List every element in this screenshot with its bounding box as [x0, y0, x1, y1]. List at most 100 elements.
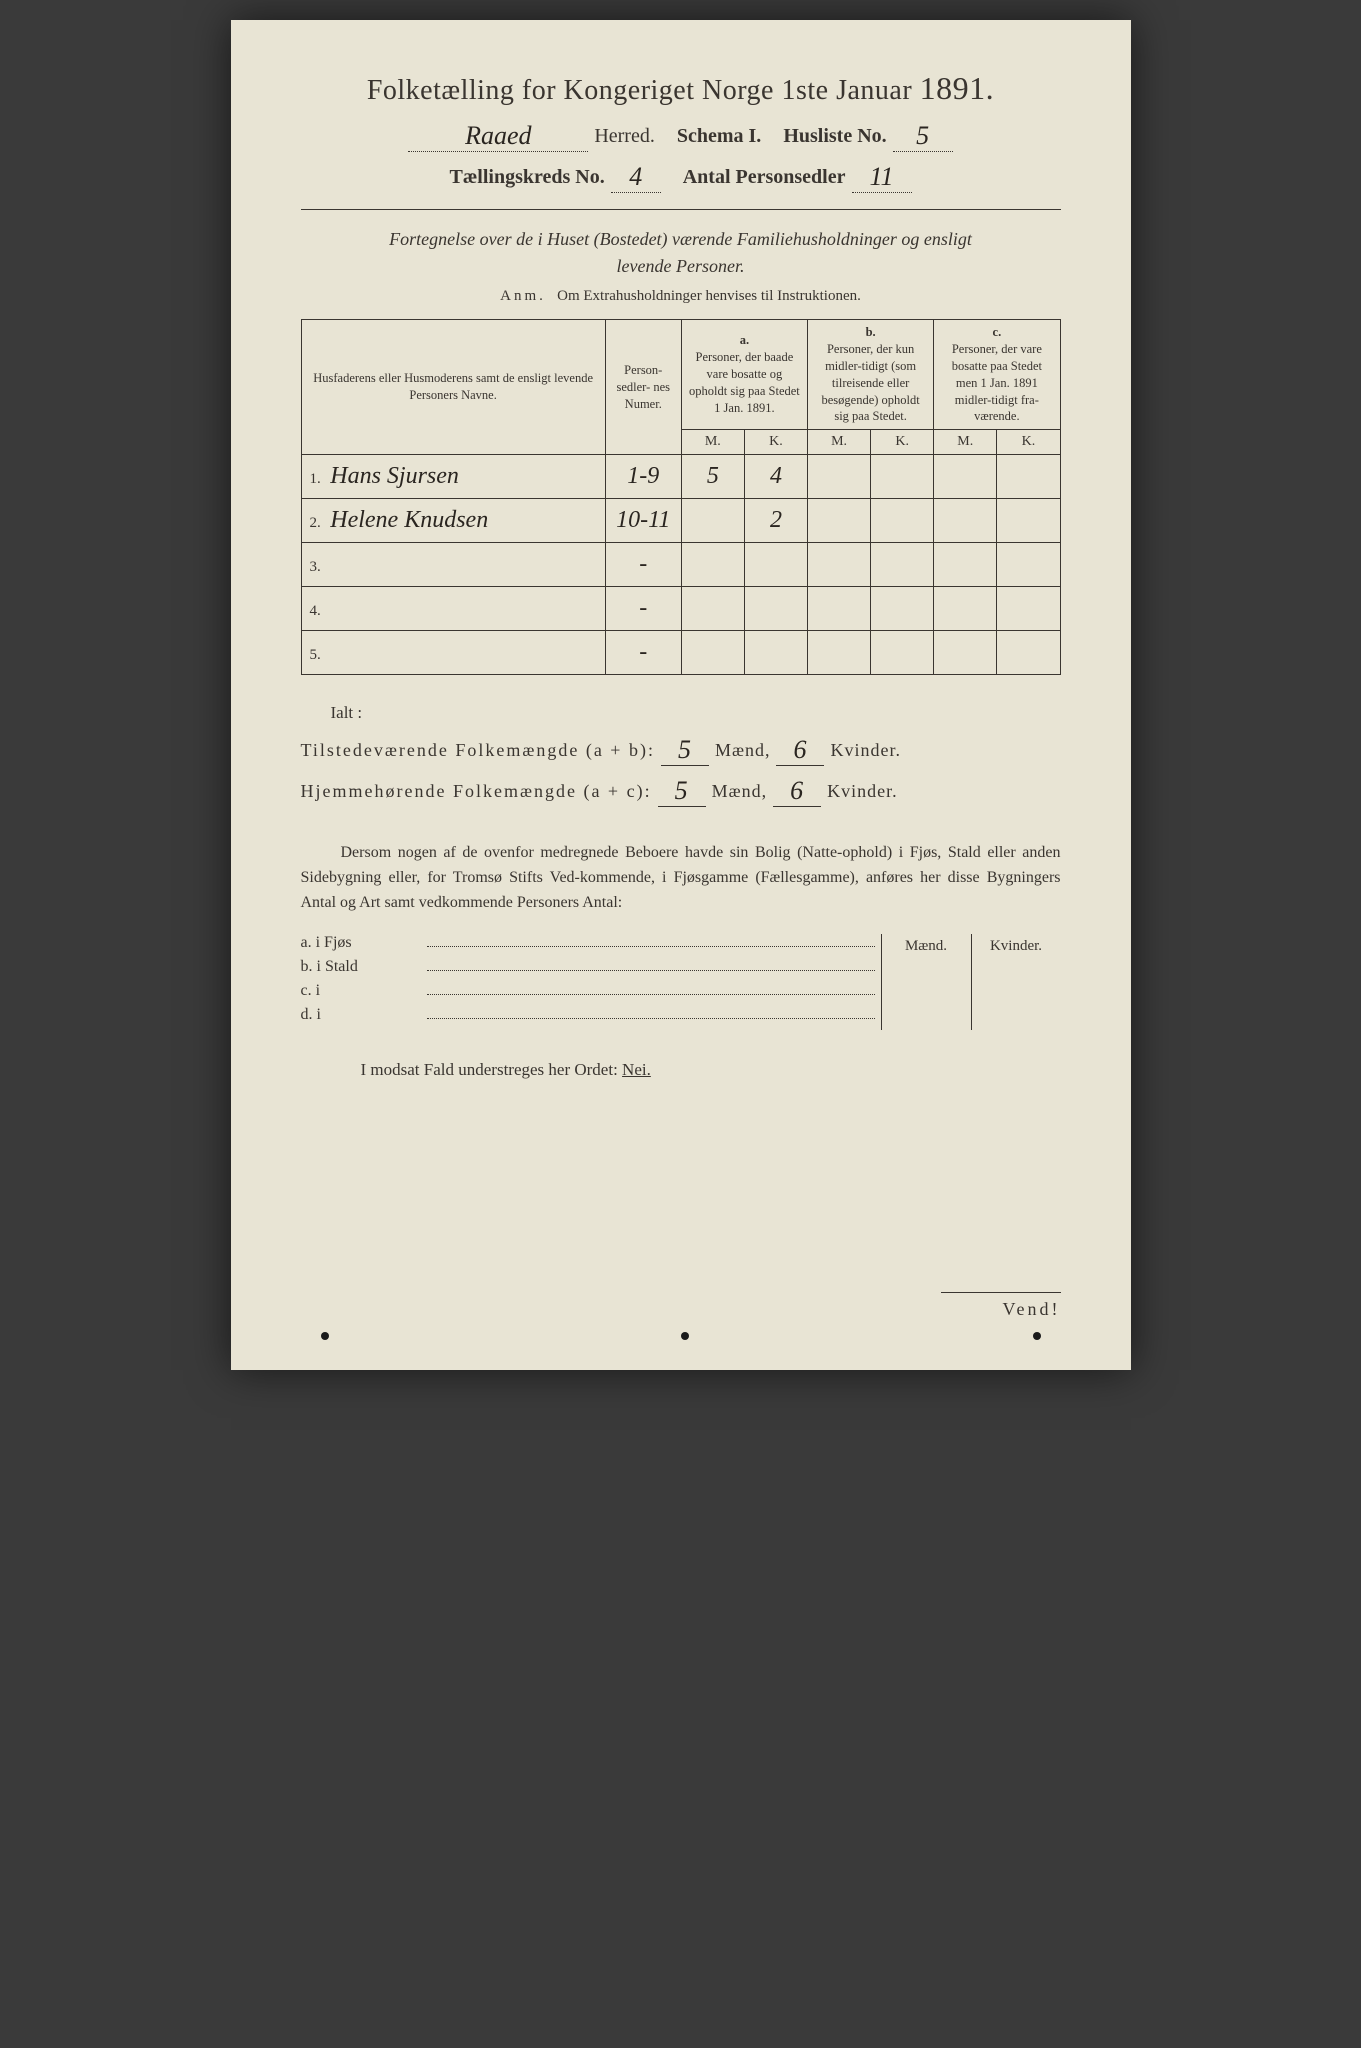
row-index: 2.	[310, 515, 327, 531]
cell-b-k	[871, 587, 934, 631]
cell-b-m	[808, 631, 871, 675]
col-group-c: c. Personer, der vare bosatte paa Stedet…	[934, 320, 1060, 430]
sidebuilding-row: c. i	[301, 982, 881, 1000]
cell-b-k	[871, 499, 934, 543]
nei-line: I modsat Fald understreges her Ordet: Ne…	[301, 1060, 1061, 1080]
present-women: 6	[776, 735, 824, 766]
dotted-line	[427, 983, 875, 995]
present-label: Tilstedeværende Folkemængde (a + b):	[301, 740, 655, 761]
sidebuilding-row: d. i	[301, 1006, 881, 1024]
nei-word: Nei.	[622, 1060, 651, 1079]
pin-icon	[1033, 1332, 1041, 1340]
men-label-1: Mænd,	[715, 740, 771, 761]
cell-c-k	[997, 543, 1060, 587]
row-index: 4.	[310, 603, 327, 619]
col-c-m: M.	[934, 430, 997, 455]
herred-line: Raaed Herred. Schema I. Husliste No. 5	[301, 119, 1061, 150]
sidebuilding-row: b. i Stald	[301, 958, 881, 976]
husliste-value: 5	[893, 121, 953, 152]
person-name: Helene Knudsen	[330, 507, 488, 533]
group-a-text: Personer, der baade vare bosatte og opho…	[688, 349, 801, 417]
group-c-letter: c.	[940, 324, 1053, 341]
person-numbers: 1-9	[605, 455, 681, 499]
col-a-m: M.	[681, 430, 744, 455]
cell-c-k	[997, 587, 1060, 631]
cell-a-m: 5	[681, 455, 744, 499]
col-header-numbers: Person- sedler- nes Numer.	[605, 320, 681, 455]
vend-label: Vend!	[941, 1292, 1061, 1320]
household-table: Husfaderens eller Husmoderens samt de en…	[301, 319, 1061, 675]
group-a-letter: a.	[688, 332, 801, 349]
form-description: Fortegnelse over de i Huset (Bostedet) v…	[301, 226, 1061, 280]
side-col-women: Kvinder.	[971, 934, 1061, 1030]
sidebuilding-counts: Mænd. Kvinder.	[881, 934, 1061, 1030]
resident-men: 5	[658, 776, 706, 807]
cell-c-k	[997, 455, 1060, 499]
table-row: 1. Hans Sjursen1-954	[301, 455, 1060, 499]
cell-a-k: 4	[744, 455, 807, 499]
cell-b-k	[871, 543, 934, 587]
title-prefix: Folketælling for Kongeriget Norge 1ste J…	[367, 75, 912, 106]
col-group-b: b. Personer, der kun midler-tidigt (som …	[808, 320, 934, 430]
anm-text: Om Extrahusholdninger henvises til Instr…	[557, 288, 861, 304]
desc-line2: levende Personer.	[617, 256, 745, 276]
cell-a-k: 2	[744, 499, 807, 543]
col-a-k: K.	[744, 430, 807, 455]
cell-a-m	[681, 499, 744, 543]
table-row: 5. -	[301, 631, 1060, 675]
cell-b-m	[808, 499, 871, 543]
cell-a-m	[681, 543, 744, 587]
row-index: 5.	[310, 647, 327, 663]
nei-prefix: I modsat Fald understreges her Ordet:	[361, 1060, 618, 1079]
cell-a-k	[744, 543, 807, 587]
group-b-letter: b.	[814, 324, 927, 341]
dotted-line	[427, 1007, 875, 1019]
cell-b-m	[808, 587, 871, 631]
row-index: 1.	[310, 471, 327, 487]
herred-value: Raaed	[408, 121, 588, 152]
name-cell: 5.	[301, 631, 605, 675]
resident-women: 6	[773, 776, 821, 807]
col-b-k: K.	[871, 430, 934, 455]
col-c-k: K.	[997, 430, 1060, 455]
group-b-text: Personer, der kun midler-tidigt (som til…	[814, 341, 927, 425]
totals-block: Ialt : Tilstedeværende Folkemængde (a + …	[301, 703, 1061, 805]
women-label-2: Kvinder.	[827, 781, 898, 802]
cell-b-k	[871, 631, 934, 675]
kreds-line: Tællingskreds No. 4 Antal Personsedler 1…	[301, 160, 1061, 191]
group-c-text: Personer, der vare bosatte paa Stedet me…	[940, 341, 1053, 425]
antal-value: 11	[852, 162, 912, 193]
herred-label: Herred.	[594, 125, 655, 148]
antal-label: Antal Personsedler	[683, 166, 846, 189]
husliste-label: Husliste No.	[783, 125, 886, 148]
page-title: Folketælling for Kongeriget Norge 1ste J…	[301, 70, 1061, 107]
side-row-lead: a. i Fjøs	[301, 934, 421, 952]
kreds-label: Tællingskreds No.	[450, 166, 605, 189]
name-cell: 4.	[301, 587, 605, 631]
cell-b-m	[808, 455, 871, 499]
table-row: 2. Helene Knudsen10-112	[301, 499, 1060, 543]
census-form-page: Folketælling for Kongeriget Norge 1ste J…	[231, 20, 1131, 1370]
cell-c-m	[934, 499, 997, 543]
men-label-2: Mænd,	[712, 781, 768, 802]
present-men: 5	[661, 735, 709, 766]
cell-c-m	[934, 587, 997, 631]
cell-b-m	[808, 543, 871, 587]
sidebuilding-paragraph: Dersom nogen af de ovenfor medregnede Be…	[301, 841, 1061, 915]
person-numbers: 10-11	[605, 499, 681, 543]
dotted-line	[427, 935, 875, 947]
schema-label: Schema I.	[677, 125, 761, 148]
cell-a-k	[744, 631, 807, 675]
women-label-1: Kvinder.	[830, 740, 901, 761]
sidebuilding-table: a. i Fjøs b. i Stald c. i d. i Mænd. Kvinde…	[301, 934, 1061, 1030]
ialt-label: Ialt :	[331, 703, 1061, 723]
sidebuilding-row: a. i Fjøs	[301, 934, 881, 952]
row-index: 3.	[310, 559, 327, 575]
resident-label: Hjemmehørende Folkemængde (a + c):	[301, 781, 652, 802]
table-row: 4. -	[301, 587, 1060, 631]
col-b-m: M.	[808, 430, 871, 455]
name-cell: 3.	[301, 543, 605, 587]
name-cell: 2. Helene Knudsen	[301, 499, 605, 543]
cell-c-k	[997, 631, 1060, 675]
cell-a-m	[681, 631, 744, 675]
